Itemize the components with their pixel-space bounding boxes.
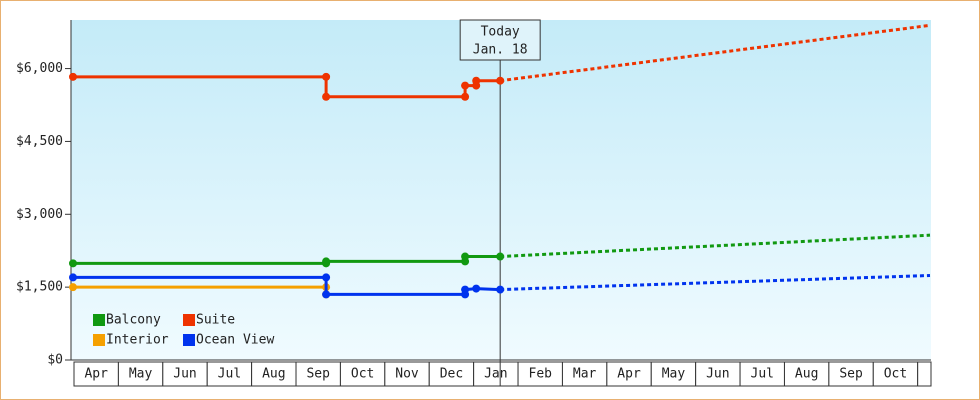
price-point [496, 285, 505, 294]
x-tick-label: Oct [884, 367, 907, 382]
month-box [251, 361, 297, 387]
price-point [461, 81, 470, 90]
month-box [561, 361, 608, 387]
today-box [459, 19, 541, 61]
price-point [69, 259, 77, 268]
month-box [206, 361, 253, 387]
y-tick-label: $4,500 [16, 134, 63, 149]
price-point [496, 252, 505, 261]
price-point [496, 76, 505, 85]
legend-swatch [183, 334, 195, 346]
y-tick-label: $0 [47, 353, 63, 368]
price-point [69, 273, 77, 282]
price-point [322, 290, 331, 299]
legend-label: Suite [196, 313, 235, 328]
month-box [473, 361, 519, 387]
month-box [828, 361, 874, 387]
forecast-line [500, 273, 931, 292]
x-tick-label: Jun [173, 367, 196, 382]
x-tick-label: Jul [218, 367, 241, 382]
y-tick-label: $6,000 [16, 61, 63, 76]
month-box [73, 361, 119, 387]
x-tick-label: Oct [351, 367, 374, 382]
month-box [384, 361, 430, 387]
month-box [739, 361, 785, 387]
price-point [322, 92, 331, 101]
price-point [322, 273, 331, 282]
forecast-line [500, 233, 931, 259]
month-box [695, 361, 741, 387]
x-tick-label: Jan [484, 367, 507, 382]
x-tick-label: Sep [306, 367, 330, 382]
price-point [322, 257, 331, 266]
legend-label: Ocean View [196, 333, 274, 348]
x-tick-label: Mar [573, 367, 597, 382]
month-box [117, 361, 164, 387]
x-tick-label: Apr [84, 367, 108, 382]
y-tick-label: $1,500 [16, 280, 63, 295]
price-point [461, 285, 470, 294]
price-point [461, 252, 470, 261]
price-point [322, 72, 331, 81]
month-box [917, 361, 932, 387]
x-tick-label: Jun [706, 367, 729, 382]
today-date: Jan. 18 [473, 43, 528, 58]
forecast-line [499, 23, 931, 83]
legend-swatch [183, 314, 195, 326]
price-point [69, 72, 77, 81]
price-point [472, 76, 481, 85]
x-tick-label: Apr [617, 367, 641, 382]
price-point [472, 284, 481, 293]
plot-area [71, 20, 931, 360]
legend-swatch [93, 314, 105, 326]
today-label: Today [481, 25, 520, 40]
price-point [69, 283, 77, 292]
y-tick-label: $3,000 [16, 207, 63, 222]
x-tick-label: May [662, 367, 686, 382]
x-tick-label: Feb [529, 367, 553, 382]
legend-label: Interior [106, 333, 169, 348]
legend-label: Balcony [106, 313, 161, 328]
x-tick-label: May [129, 367, 153, 382]
month-box [872, 361, 919, 387]
month-box [606, 361, 652, 387]
month-box [162, 361, 208, 387]
x-tick-label: Aug [795, 367, 818, 382]
price-line [73, 255, 501, 265]
x-tick-label: Nov [395, 367, 419, 382]
x-tick-label: Sep [839, 367, 863, 382]
x-tick-label: Dec [440, 367, 463, 382]
legend-swatch [93, 334, 105, 346]
x-tick-label: Aug [262, 367, 285, 382]
x-tick-label: Jul [751, 367, 774, 382]
price-point [461, 92, 470, 101]
